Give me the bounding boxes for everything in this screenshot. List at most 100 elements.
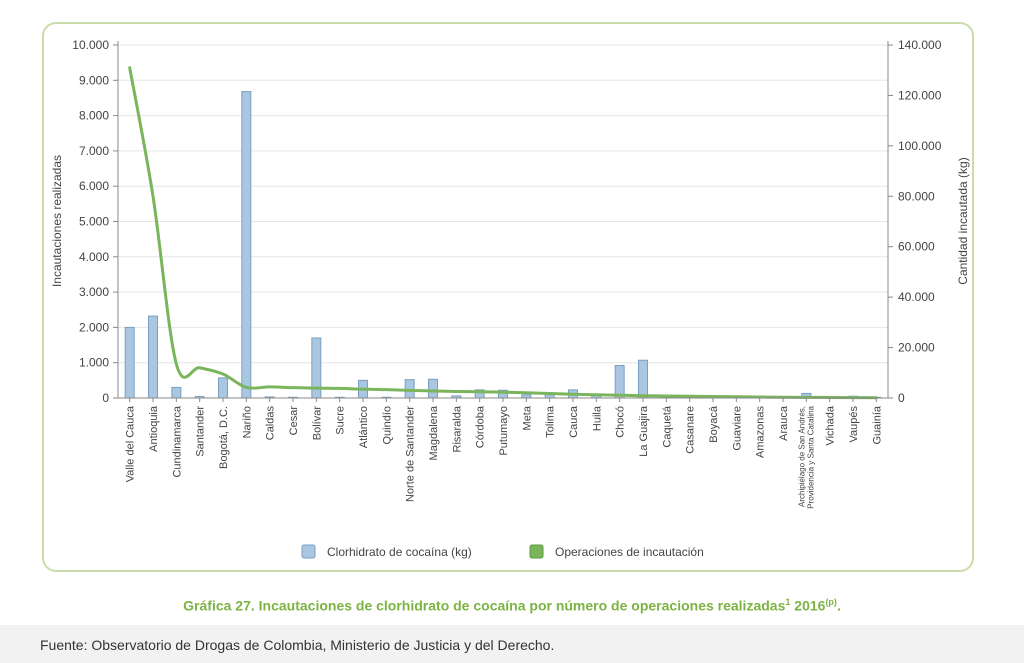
category-label-line: Quindío bbox=[381, 406, 393, 445]
category-label: Santander bbox=[195, 406, 207, 457]
legend: Clorhidrato de cocaína (kg) Operaciones d… bbox=[301, 544, 704, 559]
operations-line bbox=[128, 66, 878, 400]
category-label: Norte de Santander bbox=[405, 406, 417, 502]
left-tick-label: 8.000 bbox=[79, 109, 109, 123]
category-label-line: Casanare bbox=[685, 406, 697, 454]
legend-label-bars: Clorhidrato de cocaína (kg) bbox=[327, 545, 472, 559]
category-label-line: Huila bbox=[591, 405, 603, 431]
category-label: Bogotá, D.C. bbox=[218, 406, 230, 469]
right-tick-label: 140.000 bbox=[898, 38, 942, 52]
category-label: Cesar bbox=[288, 406, 300, 436]
left-tick-label: 1.000 bbox=[79, 356, 109, 370]
figure-caption: Gráfica 27. Incautaciones de clorhidrato… bbox=[0, 597, 1024, 614]
category-label-line: Atlántico bbox=[358, 406, 370, 448]
category-label-line: Nariño bbox=[241, 406, 253, 438]
category-label-line: Guaviare bbox=[731, 406, 743, 451]
left-tick-label: 9.000 bbox=[79, 73, 109, 87]
bar bbox=[404, 379, 415, 399]
category-label: Sucre bbox=[335, 406, 347, 435]
right-tick-label: 40.000 bbox=[898, 290, 935, 304]
footer-bar bbox=[0, 625, 1024, 663]
category-label-line: Antioquia bbox=[148, 405, 160, 452]
bar-series bbox=[124, 91, 882, 399]
left-tick-label: 2.000 bbox=[79, 320, 109, 334]
category-label: Risaralda bbox=[451, 405, 463, 452]
category-label: Vaupés bbox=[848, 406, 860, 443]
left-tick-label: 5.000 bbox=[79, 215, 109, 229]
category-label: Casanare bbox=[685, 406, 697, 454]
category-label-line: Caquetá bbox=[661, 405, 673, 447]
right-tick-label: 80.000 bbox=[898, 189, 935, 203]
chart-svg: 0 1.000 2.000 3.000 4.000 5.000 6.000 7.000 8.00… bbox=[50, 38, 970, 559]
category-label: Chocó bbox=[615, 406, 627, 438]
category-label: Cauca bbox=[568, 405, 580, 438]
category-label: Guaviare bbox=[731, 406, 743, 451]
category-label-line: Providencia y Santa Catalina bbox=[806, 405, 815, 508]
left-tick-label: 6.000 bbox=[79, 179, 109, 193]
category-label-line: Sucre bbox=[335, 406, 347, 435]
category-label: Nariño bbox=[241, 406, 253, 438]
category-label-line: Cundinamarca bbox=[171, 405, 183, 477]
category-label-line: Cesar bbox=[288, 406, 300, 436]
category-label: Archipiélago de San Andrés,Providencia y… bbox=[797, 405, 815, 508]
axes: 0 1.000 2.000 3.000 4.000 5.000 6.000 7.000 8.00… bbox=[72, 38, 941, 405]
category-label: Cundinamarca bbox=[171, 405, 183, 477]
category-label-line: Tolima bbox=[545, 405, 557, 438]
category-label: Antioquia bbox=[148, 405, 160, 452]
left-tick-label: 0 bbox=[102, 391, 109, 405]
right-tick-label: 100.000 bbox=[898, 139, 942, 153]
category-label: Tolima bbox=[545, 405, 557, 438]
category-label: Huila bbox=[591, 405, 603, 431]
bar bbox=[218, 377, 228, 399]
category-label: Amazonas bbox=[755, 406, 767, 458]
category-label-line: Putumayo bbox=[498, 406, 510, 456]
category-label-line: Bogotá, D.C. bbox=[218, 406, 230, 469]
right-tick-label: 0 bbox=[898, 391, 905, 405]
category-label: Magdalena bbox=[428, 405, 440, 460]
category-label: Guainía bbox=[871, 405, 883, 444]
caption-sup1: 1 bbox=[785, 597, 791, 607]
category-label-line: Caldas bbox=[265, 406, 277, 441]
left-tick-label: 7.000 bbox=[79, 144, 109, 158]
category-label: Arauca bbox=[778, 405, 790, 441]
category-label-line: Magdalena bbox=[428, 405, 440, 460]
category-label-line: Norte de Santander bbox=[405, 406, 417, 502]
category-label-line: Santander bbox=[195, 406, 207, 457]
bar bbox=[638, 359, 648, 399]
source-note: Fuente: Observatorio de Drogas de Colomb… bbox=[40, 637, 555, 653]
axis-labels: Incautaciones realizadas Cantidad incauta… bbox=[50, 155, 970, 509]
category-label-line: Valle del Cauca bbox=[125, 405, 137, 482]
bar bbox=[171, 386, 182, 399]
category-label-line: Amazonas bbox=[755, 406, 767, 458]
caption-label: Gráfica 27. Incautaciones de clorhidrato… bbox=[183, 597, 786, 614]
right-tick-label: 60.000 bbox=[898, 240, 935, 254]
bar bbox=[124, 326, 135, 399]
category-label: La Guajira bbox=[638, 405, 650, 457]
caption-end: . bbox=[836, 597, 841, 614]
category-label-line: Vichada bbox=[825, 405, 837, 445]
caption-sup2: (p) bbox=[825, 597, 837, 607]
category-label: Quindío bbox=[381, 406, 393, 445]
category-label: Bolívar bbox=[311, 406, 323, 441]
bar bbox=[241, 91, 252, 399]
category-label-line: Vaupés bbox=[848, 406, 860, 443]
category-label: Putumayo bbox=[498, 406, 510, 456]
category-label-line: Boyacá bbox=[708, 405, 720, 443]
legend-swatch-line bbox=[529, 544, 544, 559]
category-label: Atlántico bbox=[358, 406, 370, 448]
legend-swatch-bars bbox=[301, 544, 316, 559]
gridlines bbox=[118, 44, 888, 364]
right-axis-title: Cantidad incautada (kg) bbox=[956, 157, 970, 284]
category-label-line: La Guajira bbox=[638, 405, 650, 457]
left-tick-label: 4.000 bbox=[79, 250, 109, 264]
left-tick-label: 10.000 bbox=[72, 38, 109, 52]
bar bbox=[428, 378, 438, 399]
category-label-line: Córdoba bbox=[475, 405, 487, 448]
category-label: Boyacá bbox=[708, 405, 720, 443]
category-label-line: Bolívar bbox=[311, 406, 323, 441]
category-label-line: Arauca bbox=[778, 405, 790, 441]
right-tick-label: 120.000 bbox=[898, 88, 942, 102]
category-label-line: Archipiélago de San Andrés, bbox=[797, 406, 806, 507]
right-tick-label: 20.000 bbox=[898, 341, 935, 355]
category-label-line: Chocó bbox=[615, 406, 627, 438]
